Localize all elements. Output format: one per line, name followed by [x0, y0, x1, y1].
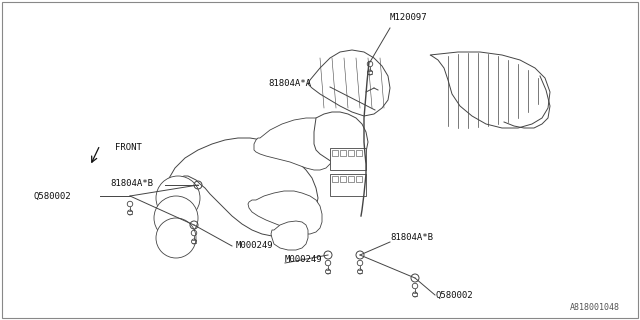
Bar [356, 150, 362, 156]
Bar [356, 176, 362, 182]
Polygon shape [166, 138, 318, 236]
Bar [330, 148, 366, 170]
Text: 81804A*B: 81804A*B [390, 234, 433, 243]
Circle shape [156, 218, 196, 258]
Text: 81804A*A: 81804A*A [268, 78, 311, 87]
Polygon shape [254, 118, 336, 170]
Text: FRONT: FRONT [115, 143, 142, 153]
Circle shape [156, 176, 200, 220]
Polygon shape [248, 191, 322, 234]
Bar [348, 150, 354, 156]
Text: Q580002: Q580002 [34, 191, 72, 201]
Polygon shape [430, 52, 550, 128]
Text: M000249: M000249 [236, 241, 274, 250]
Text: 81804A*B: 81804A*B [110, 179, 153, 188]
Text: M120097: M120097 [390, 13, 428, 22]
Polygon shape [271, 221, 308, 250]
Polygon shape [314, 112, 368, 168]
Text: Q580002: Q580002 [435, 291, 472, 300]
Bar [330, 174, 366, 196]
Text: M000249: M000249 [285, 255, 323, 265]
Bar [348, 176, 354, 182]
Bar [332, 176, 338, 182]
Bar [340, 150, 346, 156]
Bar [340, 176, 346, 182]
Circle shape [154, 196, 198, 240]
Polygon shape [308, 50, 390, 116]
Bar [332, 150, 338, 156]
Text: A818001048: A818001048 [570, 303, 620, 312]
